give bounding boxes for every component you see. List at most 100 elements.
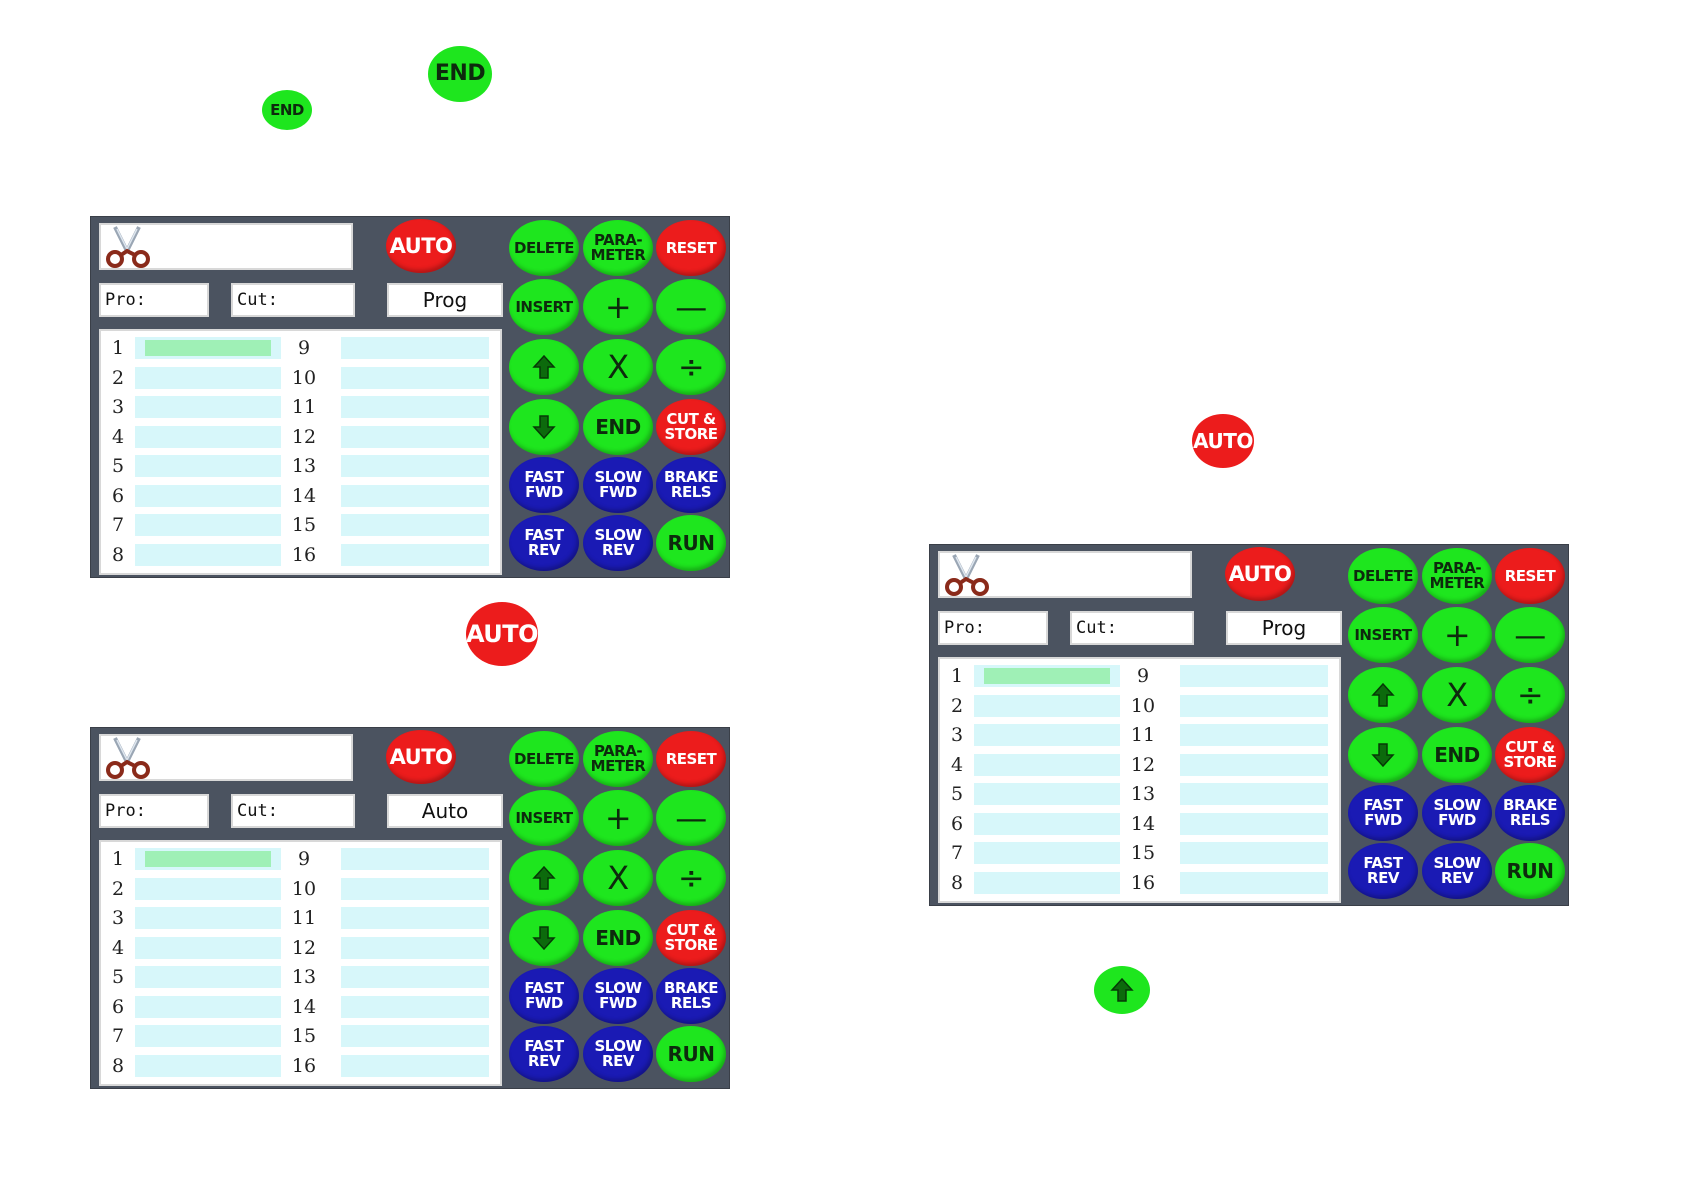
end-button[interactable]: END	[583, 399, 653, 455]
cut-value-cell[interactable]	[135, 396, 281, 418]
cut-value-cell[interactable]	[135, 425, 281, 448]
cut-value-cell[interactable]	[974, 724, 1120, 746]
cut-store-button[interactable]: CUT & STORE	[656, 910, 726, 966]
cut-value-cell[interactable]	[341, 484, 489, 507]
slow-rev-button[interactable]: SLOW REV	[583, 515, 653, 571]
cut-value-cell[interactable]	[341, 514, 489, 536]
cut-value-cell[interactable]	[974, 871, 1120, 894]
cut-value-cell[interactable]	[135, 877, 281, 900]
cut-value-cell[interactable]	[1180, 753, 1328, 776]
cut-value-cell[interactable]	[135, 366, 281, 389]
plus-button[interactable]: +	[1422, 607, 1492, 663]
plus-button[interactable]: +	[583, 279, 653, 335]
cut-value-cell[interactable]	[341, 1054, 489, 1077]
cut-value-cell[interactable]	[974, 694, 1120, 717]
fast-rev-button[interactable]: FAST REV	[509, 515, 579, 571]
auto-button[interactable]: AUTO	[386, 219, 456, 273]
cut-value-cell[interactable]	[135, 484, 281, 507]
arrow-down-button[interactable]	[1348, 727, 1418, 783]
cut-field[interactable]: Cut:	[1070, 611, 1194, 645]
cut-value-cell[interactable]	[1180, 871, 1328, 894]
run-button[interactable]: RUN	[656, 1026, 726, 1082]
end-button[interactable]: END	[1422, 727, 1492, 783]
cut-value-cell[interactable]	[1180, 694, 1328, 717]
parameter-button[interactable]: PARA- METER	[583, 220, 653, 276]
cut-field[interactable]: Cut:	[231, 283, 355, 317]
fast-rev-button[interactable]: FAST REV	[1348, 843, 1418, 899]
cut-value-cell[interactable]	[1180, 812, 1328, 835]
divide-button[interactable]: ÷	[656, 850, 726, 906]
cut-value-cell[interactable]	[135, 995, 281, 1018]
cut-value-cell[interactable]	[341, 848, 489, 870]
pro-field[interactable]: Pro:	[938, 611, 1048, 645]
delete-button[interactable]: DELETE	[1348, 548, 1418, 604]
arrow-up-button[interactable]	[1348, 667, 1418, 723]
run-button[interactable]: RUN	[656, 515, 726, 571]
multiply-button[interactable]: X	[583, 850, 653, 906]
minus-button[interactable]: —	[656, 279, 726, 335]
cut-value-cell[interactable]	[135, 936, 281, 959]
cut-value-cell[interactable]	[135, 1025, 281, 1047]
cut-value-cell[interactable]	[135, 514, 281, 536]
cut-value-cell[interactable]	[341, 337, 489, 359]
multiply-button[interactable]: X	[583, 339, 653, 395]
arrow-up-button[interactable]	[509, 339, 579, 395]
brake-rels-button[interactable]: BRAKE RELS	[1495, 785, 1565, 841]
parameter-button[interactable]: PARA- METER	[583, 731, 653, 787]
cut-value-cell[interactable]	[341, 455, 489, 477]
cut-value-cell[interactable]	[341, 543, 489, 566]
plus-button[interactable]: +	[583, 790, 653, 846]
cut-value-cell[interactable]	[341, 877, 489, 900]
cut-value-cell[interactable]	[974, 753, 1120, 776]
insert-button[interactable]: INSERT	[509, 279, 579, 335]
slow-fwd-button[interactable]: SLOW FWD	[583, 457, 653, 513]
cut-value-cell[interactable]	[135, 455, 281, 477]
cut-value-cell[interactable]	[135, 543, 281, 566]
cut-value-cell[interactable]	[341, 936, 489, 959]
cut-value-cell[interactable]	[341, 366, 489, 389]
cut-value-cell[interactable]	[341, 995, 489, 1018]
slow-rev-button[interactable]: SLOW REV	[583, 1026, 653, 1082]
cut-value-cell[interactable]	[974, 842, 1120, 864]
reset-button[interactable]: RESET	[1495, 548, 1565, 604]
fast-fwd-button[interactable]: FAST FWD	[1348, 785, 1418, 841]
delete-button[interactable]: DELETE	[509, 220, 579, 276]
multiply-button[interactable]: X	[1422, 667, 1492, 723]
pro-field[interactable]: Pro:	[99, 283, 209, 317]
cut-value-cell[interactable]	[135, 907, 281, 929]
arrow-down-button[interactable]	[509, 910, 579, 966]
run-button[interactable]: RUN	[1495, 843, 1565, 899]
slow-fwd-button[interactable]: SLOW FWD	[583, 968, 653, 1024]
cut-value-cell[interactable]	[974, 812, 1120, 835]
cut-store-button[interactable]: CUT & STORE	[1495, 727, 1565, 783]
cut-value-cell[interactable]	[1180, 842, 1328, 864]
parameter-button[interactable]: PARA- METER	[1422, 548, 1492, 604]
insert-button[interactable]: INSERT	[1348, 607, 1418, 663]
arrow-down-button[interactable]	[509, 399, 579, 455]
delete-button[interactable]: DELETE	[509, 731, 579, 787]
fast-rev-button[interactable]: FAST REV	[509, 1026, 579, 1082]
divide-button[interactable]: ÷	[1495, 667, 1565, 723]
arrow-up-button[interactable]	[509, 850, 579, 906]
minus-button[interactable]: —	[656, 790, 726, 846]
cut-value-cell[interactable]	[341, 966, 489, 988]
auto-button[interactable]: AUTO	[1225, 547, 1295, 601]
brake-rels-button[interactable]: BRAKE RELS	[656, 968, 726, 1024]
brake-rels-button[interactable]: BRAKE RELS	[656, 457, 726, 513]
fast-fwd-button[interactable]: FAST FWD	[509, 968, 579, 1024]
cut-value-cell[interactable]	[974, 783, 1120, 805]
end-button[interactable]: END	[583, 910, 653, 966]
slow-rev-button[interactable]: SLOW REV	[1422, 843, 1492, 899]
cut-value-cell[interactable]	[1180, 724, 1328, 746]
cut-value-cell[interactable]	[341, 396, 489, 418]
slow-fwd-button[interactable]: SLOW FWD	[1422, 785, 1492, 841]
divide-button[interactable]: ÷	[656, 339, 726, 395]
insert-button[interactable]: INSERT	[509, 790, 579, 846]
cut-value-cell[interactable]	[341, 425, 489, 448]
pro-field[interactable]: Pro:	[99, 794, 209, 828]
auto-button[interactable]: AUTO	[386, 730, 456, 784]
cut-field[interactable]: Cut:	[231, 794, 355, 828]
reset-button[interactable]: RESET	[656, 220, 726, 276]
cut-value-cell[interactable]	[341, 907, 489, 929]
fast-fwd-button[interactable]: FAST FWD	[509, 457, 579, 513]
